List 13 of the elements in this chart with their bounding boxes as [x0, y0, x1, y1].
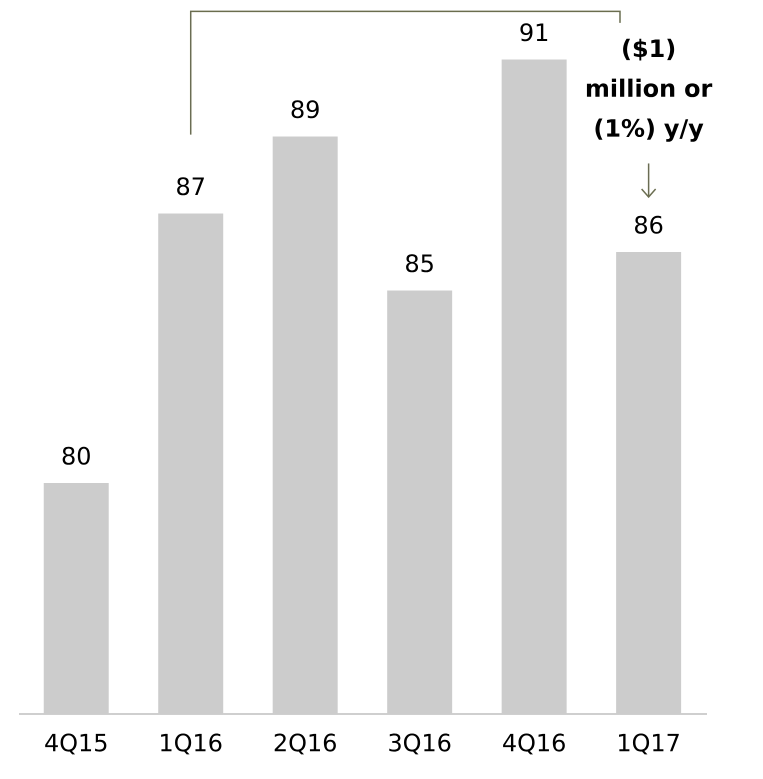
x-tick-label: 1Q16	[161, 734, 222, 754]
x-tick-label: 4Q16	[503, 734, 565, 754]
x-tick-label: 3Q16	[389, 734, 450, 754]
data-label: 85	[406, 254, 433, 272]
data-label: 86	[635, 216, 662, 234]
data-label: 91	[520, 23, 548, 42]
data-label: 89	[292, 100, 319, 118]
data-label: 87	[177, 177, 204, 196]
x-tick-label: 2Q16	[274, 734, 336, 754]
data-label: 80	[62, 446, 90, 465]
x-tick-label: 1Q17	[619, 734, 679, 754]
annotation: ($1) million or (1%) y/y	[586, 38, 712, 142]
x-tick-label: 4Q15	[45, 734, 106, 754]
